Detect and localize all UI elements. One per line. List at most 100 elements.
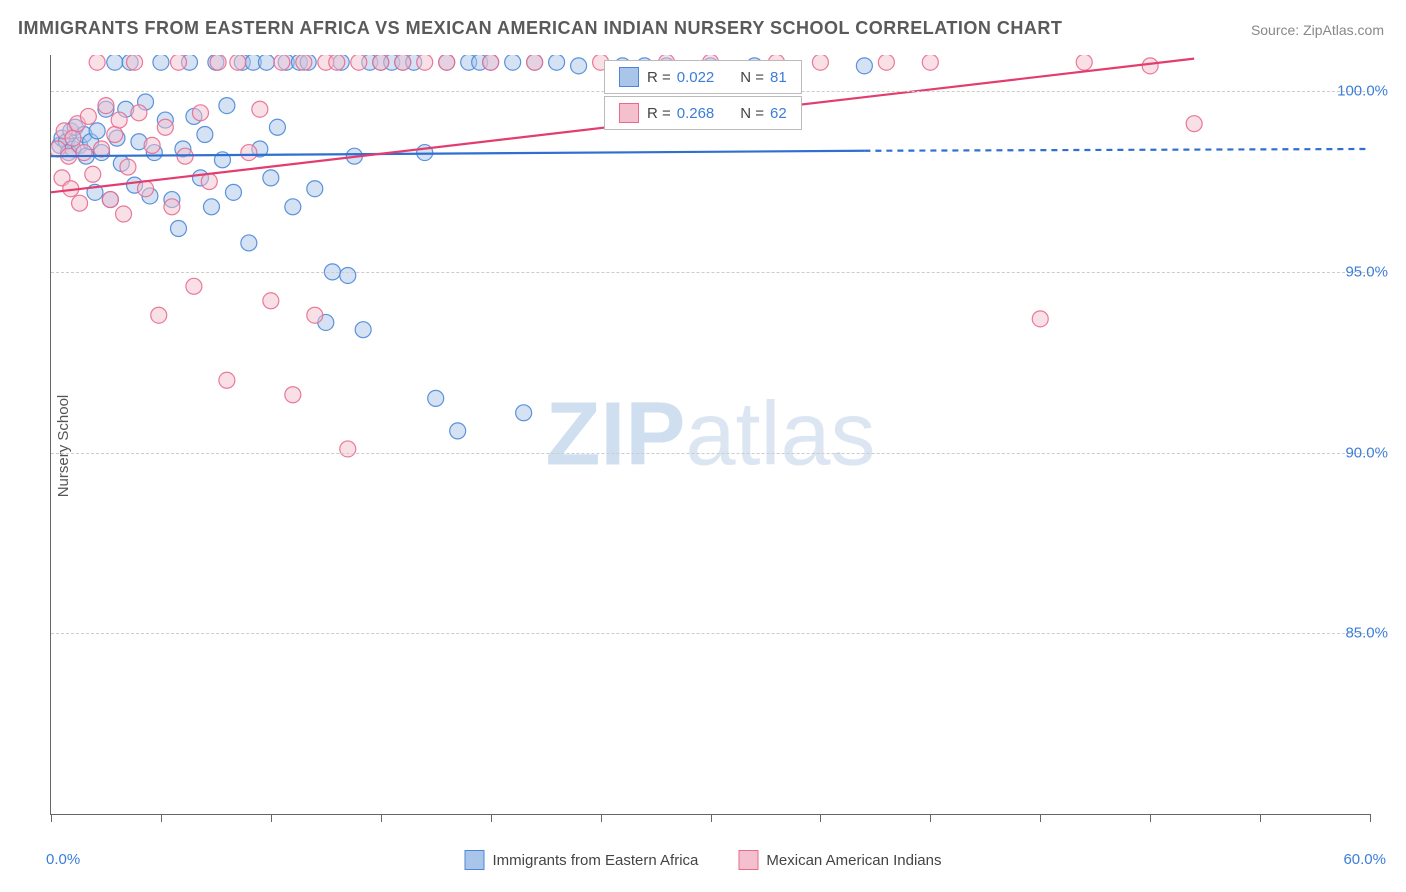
scatter-point [1142, 58, 1158, 74]
scatter-point [245, 55, 261, 70]
plot-area: ZIPatlas [50, 55, 1370, 815]
y-tick-label: 100.0% [1337, 83, 1388, 100]
scatter-point [67, 119, 83, 135]
plot-svg [51, 55, 1370, 814]
x-tick [820, 814, 821, 822]
scatter-point [373, 55, 389, 70]
scatter-point [157, 112, 173, 128]
scatter-point [171, 220, 187, 236]
scatter-point [87, 184, 103, 200]
scatter-point [219, 372, 235, 388]
scatter-point [483, 55, 499, 70]
scatter-point [333, 55, 349, 70]
scatter-point [153, 55, 169, 70]
stats-row: R =0.268N =62 [647, 105, 787, 122]
x-tick [1150, 814, 1151, 822]
stat-r-value: 0.268 [677, 105, 715, 122]
scatter-point [285, 199, 301, 215]
scatter-point [417, 145, 433, 161]
scatter-point [258, 55, 274, 70]
scatter-point [203, 199, 219, 215]
scatter-point [263, 293, 279, 309]
chart-title: IMMIGRANTS FROM EASTERN AFRICA VS MEXICA… [18, 18, 1062, 39]
scatter-point [571, 58, 587, 74]
scatter-point [285, 387, 301, 403]
scatter-point [138, 94, 154, 110]
scatter-point [1186, 116, 1202, 132]
scatter-point [210, 55, 226, 70]
y-tick-label: 90.0% [1345, 444, 1388, 461]
scatter-point [186, 278, 202, 294]
scatter-point [69, 116, 85, 132]
x-tick [1040, 814, 1041, 822]
x-tick [381, 814, 382, 822]
scatter-point [65, 130, 81, 146]
scatter-point [118, 101, 134, 117]
scatter-point [107, 127, 123, 143]
scatter-point [127, 55, 143, 70]
scatter-point [131, 134, 147, 150]
scatter-point [94, 145, 110, 161]
scatter-point [234, 55, 250, 70]
stat-r-value: 0.022 [677, 69, 715, 86]
scatter-point [340, 267, 356, 283]
legend-swatch-blue [465, 850, 485, 870]
source-label: Source: ZipAtlas.com [1251, 22, 1384, 38]
scatter-point [107, 55, 123, 70]
scatter-point [89, 123, 105, 139]
gridline [51, 633, 1370, 634]
scatter-point [85, 166, 101, 182]
scatter-point [138, 181, 154, 197]
scatter-point [61, 145, 77, 161]
scatter-point [127, 177, 143, 193]
scatter-point [373, 55, 389, 70]
scatter-point [80, 108, 96, 124]
scatter-point [472, 55, 488, 70]
scatter-point [78, 148, 94, 164]
gridline [51, 272, 1370, 273]
legend-item-pink: Mexican American Indians [738, 850, 941, 870]
scatter-point [252, 101, 268, 117]
scatter-point [89, 55, 105, 70]
legend-swatch-pink [738, 850, 758, 870]
x-tick [271, 814, 272, 822]
scatter-point [269, 119, 285, 135]
scatter-point [346, 148, 362, 164]
y-tick-label: 95.0% [1345, 263, 1388, 280]
x-tick [161, 814, 162, 822]
scatter-point [252, 141, 268, 157]
watermark-bold: ZIP [545, 384, 685, 484]
scatter-point [186, 108, 202, 124]
scatter-point [72, 195, 88, 211]
scatter-point [171, 55, 187, 70]
scatter-point [142, 188, 158, 204]
scatter-point [856, 58, 872, 74]
scatter-point [1032, 311, 1048, 327]
x-axis-end-label: 60.0% [1343, 851, 1386, 868]
scatter-point [51, 141, 66, 157]
scatter-point [241, 235, 257, 251]
stats-row: R =0.022N =81 [647, 69, 787, 86]
scatter-point [483, 55, 499, 70]
scatter-point [76, 127, 92, 143]
scatter-point [111, 112, 127, 128]
legend-item-blue: Immigrants from Eastern Africa [465, 850, 699, 870]
scatter-point [922, 55, 938, 70]
scatter-point [296, 55, 312, 70]
legend-label-pink: Mexican American Indians [766, 852, 941, 869]
scatter-point [65, 141, 81, 157]
scatter-point [63, 123, 79, 139]
scatter-point [219, 98, 235, 114]
stat-n-label: N = [740, 105, 764, 122]
scatter-point [812, 55, 828, 70]
x-tick [491, 814, 492, 822]
x-tick [711, 814, 712, 822]
stat-n-label: N = [740, 69, 764, 86]
scatter-point [263, 170, 279, 186]
scatter-point [384, 55, 400, 70]
scatter-point [355, 322, 371, 338]
scatter-point [461, 55, 477, 70]
stats-swatch [619, 67, 639, 87]
scatter-point [120, 159, 136, 175]
scatter-point [208, 55, 224, 70]
